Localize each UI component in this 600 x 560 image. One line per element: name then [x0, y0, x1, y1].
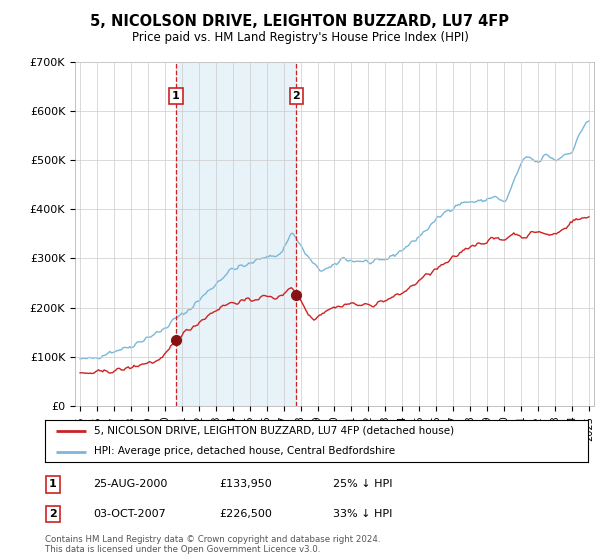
Text: 03-OCT-2007: 03-OCT-2007 [93, 509, 166, 519]
Text: 1: 1 [49, 479, 56, 489]
Text: 25% ↓ HPI: 25% ↓ HPI [333, 479, 392, 489]
Text: £226,500: £226,500 [219, 509, 272, 519]
Text: 25-AUG-2000: 25-AUG-2000 [93, 479, 167, 489]
Text: 2: 2 [292, 91, 300, 101]
Text: 1: 1 [172, 91, 180, 101]
Text: This data is licensed under the Open Government Licence v3.0.: This data is licensed under the Open Gov… [45, 545, 320, 554]
Text: HPI: Average price, detached house, Central Bedfordshire: HPI: Average price, detached house, Cent… [94, 446, 395, 456]
Bar [176, 62, 296, 406]
Text: 33% ↓ HPI: 33% ↓ HPI [333, 509, 392, 519]
Text: £133,950: £133,950 [219, 479, 272, 489]
Text: 5, NICOLSON DRIVE, LEIGHTON BUZZARD, LU7 4FP (detached house): 5, NICOLSON DRIVE, LEIGHTON BUZZARD, LU7… [94, 426, 454, 436]
Text: 2: 2 [49, 509, 56, 519]
Text: Contains HM Land Registry data © Crown copyright and database right 2024.: Contains HM Land Registry data © Crown c… [45, 535, 380, 544]
Text: 5, NICOLSON DRIVE, LEIGHTON BUZZARD, LU7 4FP: 5, NICOLSON DRIVE, LEIGHTON BUZZARD, LU7… [91, 14, 509, 29]
Text: Price paid vs. HM Land Registry's House Price Index (HPI): Price paid vs. HM Land Registry's House … [131, 31, 469, 44]
